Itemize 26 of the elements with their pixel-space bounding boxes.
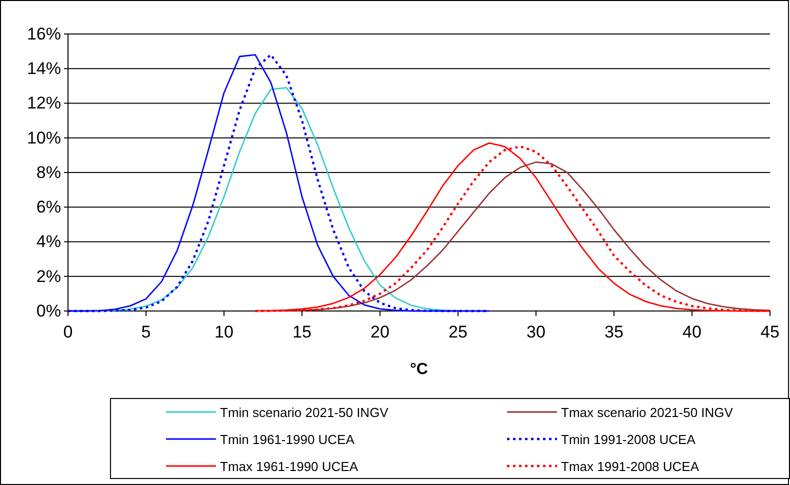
legend-label: Tmax 1991-2008 UCEA (561, 459, 700, 474)
x-tick-label: 35 (604, 322, 624, 342)
y-tick-label: 8% (36, 162, 61, 182)
y-tick-label: 10% (26, 128, 61, 148)
x-tick-label: 20 (370, 322, 390, 342)
legend-label: Tmin 1961-1990 UCEA (220, 432, 355, 447)
x-tick-label: 40 (682, 322, 702, 342)
x-tick-label: 0 (63, 322, 73, 342)
y-tick-label: 4% (36, 232, 61, 252)
y-tick-label: 6% (36, 198, 61, 217)
legend-label: Tmax 1961-1990 UCEA (220, 459, 358, 474)
legend-label: Tmin 1991-2008 UCEA (561, 432, 696, 447)
x-axis-title: °C (410, 361, 428, 378)
x-tick-label: 45 (760, 322, 780, 342)
y-tick-label: 12% (26, 94, 61, 113)
x-tick-label: 5 (141, 322, 151, 342)
legend-label: Tmin scenario 2021-50 INGV (220, 405, 389, 420)
y-tick-label: 2% (36, 266, 61, 286)
y-tick-label: 0% (36, 301, 61, 320)
y-tick-label: 16% (26, 24, 61, 44)
x-tick-label: 25 (448, 322, 468, 342)
x-tick-label: 15 (292, 322, 312, 342)
y-tick-label: 14% (26, 59, 61, 78)
x-tick-label: 10 (214, 322, 234, 342)
x-tick-label: 30 (526, 322, 546, 342)
legend-label: Tmax scenario 2021-50 INGV (561, 405, 734, 420)
